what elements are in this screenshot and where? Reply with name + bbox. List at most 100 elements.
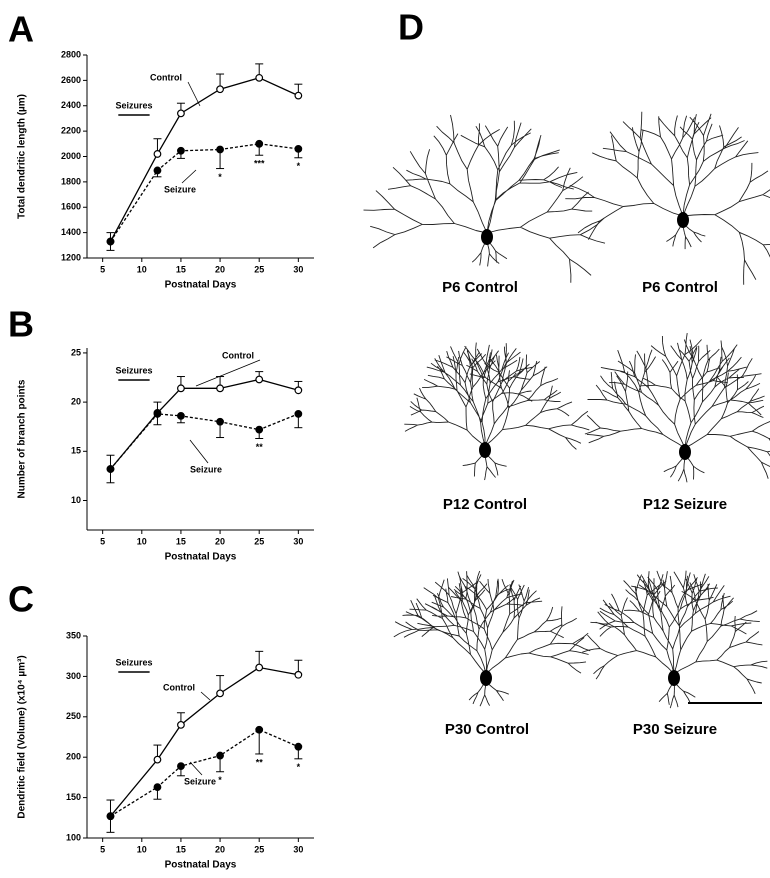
data-point bbox=[294, 742, 303, 751]
data-point bbox=[177, 762, 185, 770]
label-leader bbox=[195, 359, 261, 387]
data-point bbox=[255, 725, 264, 734]
data-point bbox=[294, 386, 303, 395]
y-tick-label: 100 bbox=[66, 832, 81, 842]
data-point bbox=[216, 384, 224, 393]
seizure-period-label: Seizures bbox=[115, 100, 152, 110]
y-tick-label: 2000 bbox=[61, 151, 81, 161]
dendrite bbox=[565, 111, 770, 285]
panel-letter: C bbox=[8, 579, 34, 620]
soma bbox=[668, 670, 680, 686]
series-label: Control bbox=[163, 682, 195, 692]
series-label: Control bbox=[150, 72, 182, 82]
seizure-period-label: Seizures bbox=[115, 657, 152, 667]
seizure-period-label: Seizures bbox=[115, 365, 152, 375]
y-tick-label: 25 bbox=[71, 347, 81, 357]
y-tick-label: 1600 bbox=[61, 202, 81, 212]
neuron-caption: P6 Control bbox=[442, 279, 518, 296]
series-line bbox=[110, 728, 299, 817]
data-point bbox=[153, 755, 162, 764]
y-axis-label: Number of branch points bbox=[17, 379, 28, 498]
data-point bbox=[106, 465, 115, 473]
data-point bbox=[255, 73, 264, 82]
neuron-caption: P6 Control bbox=[642, 279, 718, 296]
y-tick-label: 2200 bbox=[61, 126, 81, 136]
label-leader bbox=[200, 691, 211, 701]
series-label: Seizure bbox=[190, 464, 222, 474]
y-axis-label: Total dendritic length (µm) bbox=[17, 94, 28, 219]
x-axis-label: Postnatal Days bbox=[165, 280, 237, 291]
neuron-caption: P12 Control bbox=[443, 496, 527, 513]
data-point bbox=[153, 150, 162, 158]
label-leader bbox=[187, 81, 201, 107]
x-tick-label: 30 bbox=[293, 844, 303, 854]
neuron bbox=[393, 570, 591, 707]
x-tick-label: 25 bbox=[254, 536, 264, 546]
x-tick-label: 5 bbox=[100, 264, 105, 274]
data-point bbox=[255, 139, 264, 148]
data-point bbox=[216, 145, 224, 154]
label-leader bbox=[189, 761, 203, 776]
dendrite bbox=[393, 570, 591, 707]
y-tick-label: 250 bbox=[66, 711, 81, 721]
x-tick-label: 20 bbox=[215, 844, 225, 854]
dendrite bbox=[584, 333, 770, 483]
panel-letter: B bbox=[8, 304, 34, 345]
significance: * bbox=[297, 762, 301, 772]
dendrite bbox=[404, 342, 590, 481]
y-tick-label: 1200 bbox=[61, 252, 81, 262]
x-tick-label: 10 bbox=[137, 264, 147, 274]
data-point bbox=[177, 109, 185, 118]
significance: ** bbox=[256, 757, 264, 767]
data-point bbox=[153, 783, 162, 791]
neuron bbox=[584, 333, 770, 483]
series-line bbox=[109, 413, 299, 470]
x-tick-label: 5 bbox=[100, 844, 105, 854]
x-tick-label: 25 bbox=[254, 264, 264, 274]
x-tick-label: 5 bbox=[100, 536, 105, 546]
panel-letter: A bbox=[8, 9, 34, 50]
neuron-caption: P12 Seizure bbox=[643, 496, 727, 513]
y-tick-label: 300 bbox=[66, 671, 81, 681]
x-axis-label: Postnatal Days bbox=[165, 552, 237, 563]
y-tick-label: 2400 bbox=[61, 100, 81, 110]
data-point bbox=[294, 670, 303, 679]
soma bbox=[480, 670, 492, 686]
neuron bbox=[582, 570, 768, 709]
data-point bbox=[177, 720, 185, 729]
neuron bbox=[404, 342, 590, 481]
data-point bbox=[216, 751, 224, 760]
label-leader bbox=[189, 439, 209, 464]
series-line bbox=[109, 378, 299, 470]
neuron bbox=[363, 114, 606, 283]
x-tick-label: 10 bbox=[137, 536, 147, 546]
data-point bbox=[216, 85, 224, 94]
soma bbox=[679, 444, 691, 460]
y-tick-label: 20 bbox=[71, 396, 81, 406]
series-label: Seizure bbox=[164, 184, 196, 194]
data-point bbox=[106, 812, 115, 821]
data-point bbox=[177, 411, 185, 420]
significance: *** bbox=[254, 159, 265, 169]
x-tick-label: 10 bbox=[137, 844, 147, 854]
y-tick-label: 10 bbox=[71, 495, 81, 505]
data-point bbox=[177, 146, 185, 155]
neuron bbox=[565, 111, 770, 285]
soma bbox=[677, 212, 689, 228]
data-point bbox=[294, 410, 303, 418]
data-point bbox=[294, 91, 303, 100]
series-label: Seizure bbox=[184, 776, 216, 786]
x-tick-label: 15 bbox=[176, 536, 186, 546]
series-line bbox=[109, 666, 299, 817]
y-axis-label: Dendritic field (Volume) (x10⁴ µm³) bbox=[17, 655, 28, 818]
x-tick-label: 15 bbox=[176, 264, 186, 274]
data-point bbox=[106, 237, 115, 246]
y-tick-label: 2800 bbox=[61, 49, 81, 59]
dendrite bbox=[363, 114, 606, 283]
neuron-caption: P30 Seizure bbox=[633, 721, 717, 738]
y-tick-label: 1800 bbox=[61, 176, 81, 186]
x-tick-label: 30 bbox=[293, 536, 303, 546]
data-point bbox=[153, 410, 162, 418]
data-point bbox=[216, 417, 224, 426]
